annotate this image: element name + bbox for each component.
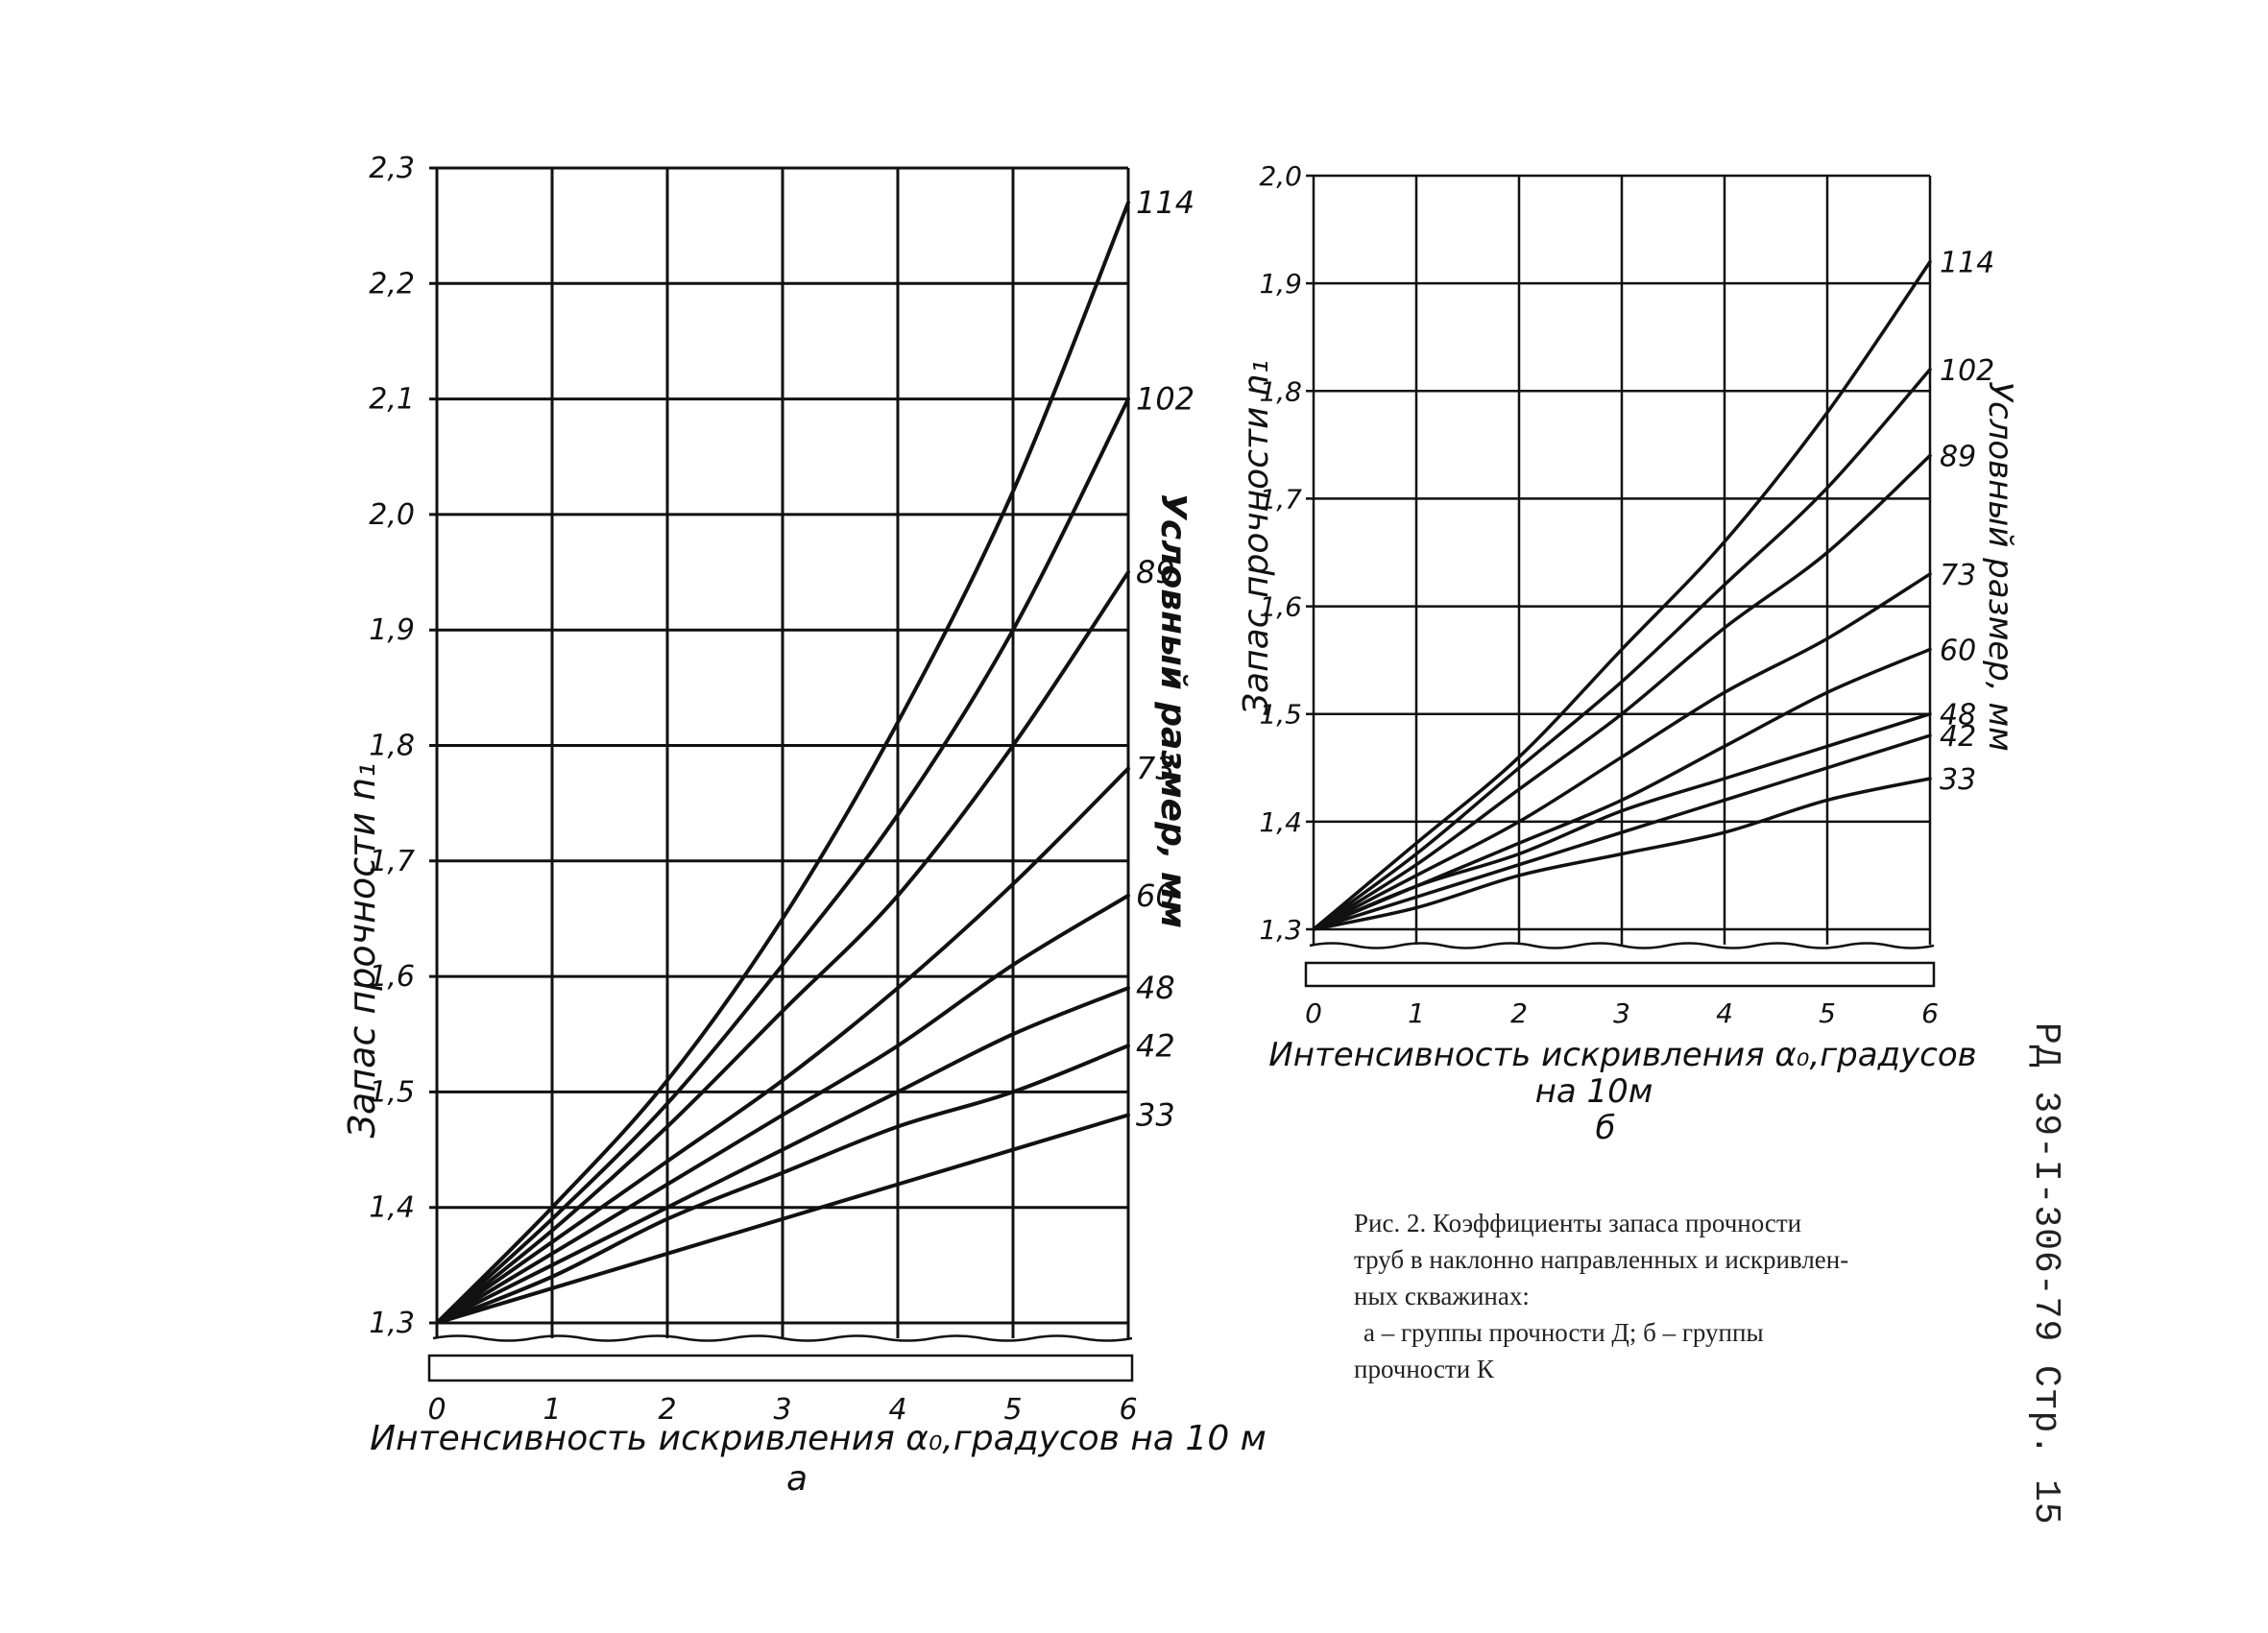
chart-a-x-tick-label: 2: [658, 1393, 676, 1427]
chart-b-series-label-48: 48: [1940, 699, 1976, 732]
chart-a-series-line-33: [435, 1113, 1130, 1325]
caption-line-2: труб в наклонно направленных и искривлен…: [1354, 1245, 1849, 1274]
figure-caption: Рис. 2. Коэффициенты запаса прочности тр…: [1354, 1205, 1930, 1387]
chart-a-y-tick-label: 2,3: [369, 152, 415, 185]
chart-b-series-label-60: 60: [1940, 634, 1976, 667]
chart-b: 0 1 2 3 4 5 6 1,3 1,4 1,5 1,6 1,7 1,8 1,9 2,0 114 102 89…: [1237, 160, 2019, 1147]
chart-a-series-line-114: [435, 201, 1130, 1325]
chart-a-x-tick-label: 3: [773, 1393, 791, 1427]
chart-a-axis-break: [427, 1334, 1134, 1382]
chart-b-y-tick-label: 1,8: [1259, 375, 1302, 407]
chart-b-series-line-73: [1312, 572, 1932, 931]
chart-a-xlabel: Интенсивность искривления α₀,градусов на…: [370, 1419, 1267, 1458]
chart-a-y-tick-label: 1,3: [369, 1307, 415, 1340]
chart-a-series-line-102: [435, 396, 1130, 1325]
chart-a-series-label-60: 60: [1136, 877, 1175, 914]
chart-a-axis-break-wave: [432, 1334, 1133, 1342]
chart-a-series-label-114: 114: [1136, 184, 1194, 221]
chart-b-x-tick-label: 1: [1408, 997, 1425, 1029]
chart-a-y-tick-label: 2,1: [369, 383, 415, 417]
chart-b-series-label-73: 73: [1940, 559, 1976, 592]
document-code: РД 39-I-306-79 Стр. 15: [2025, 1022, 2066, 1525]
chart-b-x-tick-label: 2: [1510, 997, 1528, 1029]
chart-b-series-line-48: [1312, 711, 1932, 931]
chart-a-series-line-42: [435, 1044, 1130, 1325]
chart-a-y-tick-label: 2,2: [369, 267, 415, 300]
chart-b-series-label-42: 42: [1940, 720, 1976, 754]
chart-b-x-tick-label: 6: [1921, 997, 1939, 1029]
chart-b-series-label-89: 89: [1940, 441, 1976, 474]
chart-a-grid: [429, 166, 1130, 1338]
chart-b-series-axis-label: Условный размер, мм: [1981, 381, 2019, 752]
chart-b-x-tick-label: 4: [1716, 997, 1733, 1029]
chart-b-panel-label: б: [1596, 1109, 1616, 1147]
chart-b-series-lines: [1312, 259, 1932, 931]
chart-a: 0 1 2 3 4 5 6 1,3 1,4 1,5 1,6 1,7 1,8 1,9 2,0 2,1 2,2 2,3…: [341, 152, 1267, 1499]
chart-a-tick-labels: 0 1 2 3 4 5 6 1,3 1,4 1,5 1,6 1,7 1,8 1,9 2,0 2,1 2,2 2,3: [369, 152, 1137, 1427]
chart-a-series-line-60: [435, 893, 1130, 1325]
chart-b-xlabel-line1: Интенсивность искривления α₀,градусов: [1268, 1036, 1976, 1074]
chart-a-x-tick-label: 4: [888, 1393, 906, 1427]
chart-b-axis-break: [1304, 942, 1936, 988]
chart-b-series-label-114: 114: [1940, 247, 1994, 280]
chart-b-axis-break-bar: [1304, 961, 1936, 988]
chart-b-y-tick-label: 1,4: [1259, 806, 1302, 838]
chart-b-series-line-102: [1312, 368, 1932, 931]
chart-b-y-tick-label: 1,7: [1259, 483, 1302, 515]
chart-a-ylabel: Запас прочности n₁: [341, 763, 383, 1139]
chart-a-y-tick-label: 2,0: [369, 498, 415, 532]
chart-b-y-tick-label: 2,0: [1259, 160, 1302, 192]
chart-a-series-labels: 114 102 89 73 60 48 42 33: [1136, 184, 1194, 1133]
chart-a-series-lines: [435, 201, 1130, 1325]
chart-a-panel-label: а: [786, 1459, 808, 1499]
caption-line-3: ных скважинах:: [1354, 1282, 1530, 1310]
chart-b-y-tick-label: 1,3: [1259, 914, 1302, 946]
chart-a-series-line-73: [435, 766, 1130, 1325]
chart-a-y-tick-label: 1,5: [369, 1075, 415, 1109]
chart-a-series-label-42: 42: [1136, 1027, 1175, 1064]
chart-a-series-label-33: 33: [1136, 1096, 1175, 1133]
chart-b-tick-labels: 0 1 2 3 4 5 6 1,3 1,4 1,5 1,6 1,7 1,8 1,9 2,0: [1259, 160, 1938, 1029]
chart-b-series-label-33: 33: [1940, 763, 1976, 797]
chart-a-series-label-89: 89: [1136, 554, 1175, 590]
chart-a-y-tick-label: 1,8: [369, 730, 415, 763]
chart-b-xlabel-line2: на 10м: [1535, 1072, 1653, 1111]
chart-a-y-tick-label: 1,6: [369, 960, 415, 994]
chart-b-x-tick-label: 3: [1613, 997, 1630, 1029]
chart-a-series-label-73: 73: [1136, 751, 1175, 787]
chart-b-series-line-42: [1312, 733, 1932, 931]
chart-a-series-line-89: [435, 570, 1130, 1325]
chart-a-series-label-102: 102: [1136, 381, 1194, 418]
chart-b-x-tick-label: 0: [1305, 997, 1322, 1029]
chart-b-series-line-89: [1312, 453, 1932, 931]
chart-b-x-tick-label: 5: [1819, 997, 1836, 1029]
chart-b-ylabel: Запас прочности n₁: [1237, 360, 1276, 715]
chart-a-y-tick-label: 1,9: [369, 613, 415, 647]
caption-line-1: Рис. 2. Коэффициенты запаса прочности: [1354, 1209, 1802, 1237]
chart-b-y-tick-label: 1,9: [1259, 268, 1302, 300]
chart-b-axis-break-wave: [1309, 942, 1935, 949]
chart-b-series-label-102: 102: [1940, 354, 1994, 388]
chart-b-series-line-114: [1312, 259, 1932, 931]
chart-a-x-tick-label: 5: [1003, 1393, 1022, 1427]
caption-line-5: прочности К: [1354, 1355, 1494, 1383]
chart-b-y-tick-label: 1,5: [1259, 699, 1302, 731]
chart-a-series-line-48: [435, 986, 1130, 1325]
chart-a-x-tick-label: 0: [427, 1393, 446, 1427]
chart-a-series-axis-label: Условный размер, мм: [1153, 492, 1193, 928]
chart-a-x-tick-label: 6: [1119, 1393, 1137, 1427]
chart-b-y-tick-label: 1,6: [1259, 591, 1302, 623]
chart-a-series-label-48: 48: [1136, 970, 1175, 1006]
caption-line-4: а – группы прочности Д; б – группы: [1363, 1318, 1764, 1347]
chart-a-y-tick-label: 1,7: [369, 845, 415, 878]
chart-a-axis-break-bar: [427, 1354, 1134, 1382]
chart-b-series-line-33: [1312, 777, 1932, 931]
chart-a-x-tick-label: 1: [543, 1393, 561, 1427]
chart-b-grid: [1306, 174, 1932, 945]
chart-a-y-tick-label: 1,4: [369, 1191, 415, 1225]
